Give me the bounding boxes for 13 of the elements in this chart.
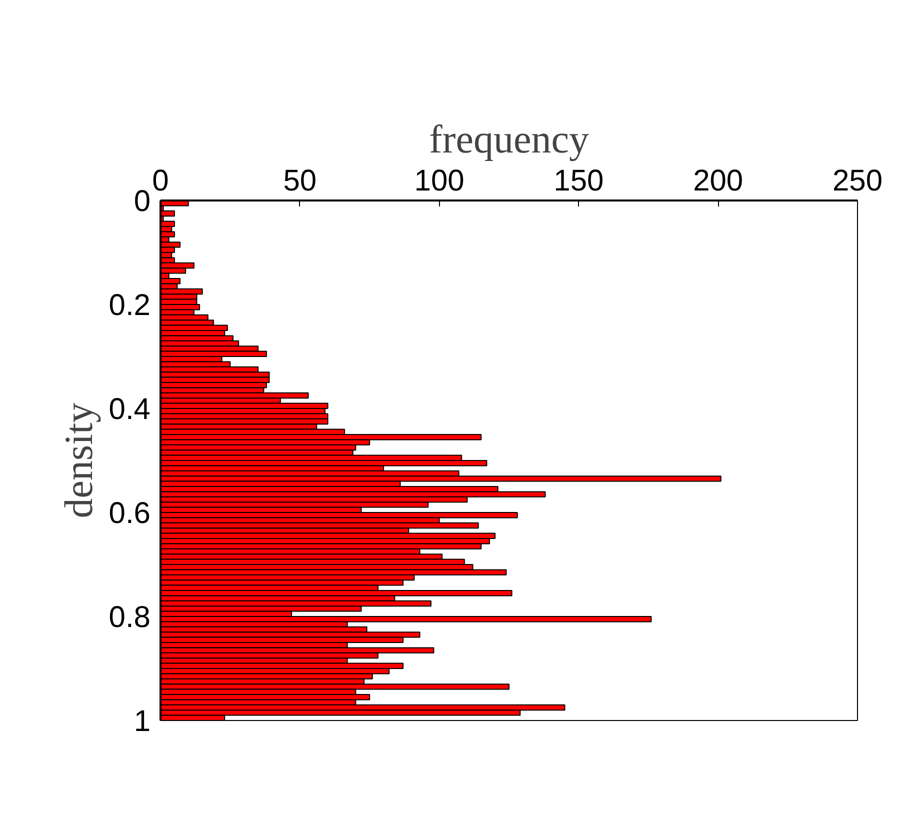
x-tick-label: 250: [832, 164, 883, 198]
x-tick-label: 100: [414, 164, 464, 198]
x-tick-label: 150: [554, 164, 604, 198]
y-tick-label: 0.6: [108, 497, 151, 530]
x-axis-title: frequency: [429, 116, 589, 162]
x-tick-label: 200: [693, 164, 744, 198]
y-tick-label: 0: [134, 185, 151, 218]
x-tick-label: 50: [283, 164, 317, 198]
y-axis-title: density: [56, 402, 101, 518]
y-tick-label: 0.8: [108, 601, 151, 634]
y-tick-label: 1: [134, 705, 151, 738]
y-tick-label: 0.2: [108, 289, 151, 322]
y-tick-label: 0.4: [108, 393, 151, 426]
